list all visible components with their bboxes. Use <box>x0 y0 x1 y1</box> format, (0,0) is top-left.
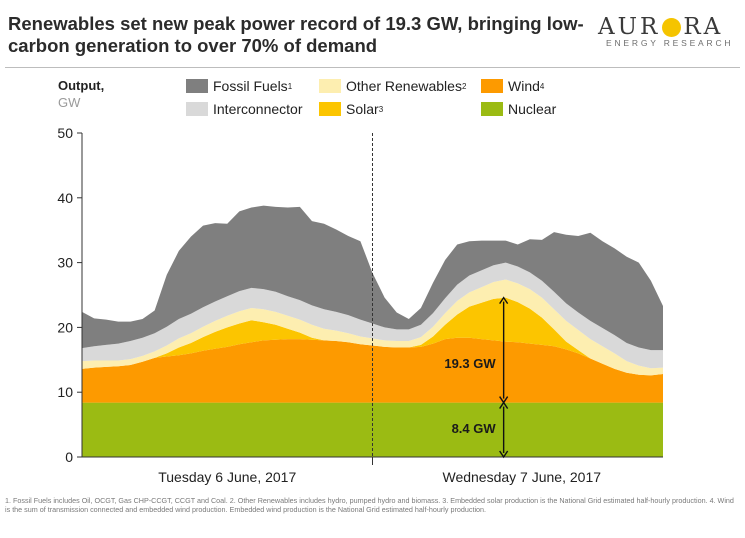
legend-sup: 2 <box>461 81 467 91</box>
legend-sup: 4 <box>539 81 545 91</box>
logo-subtitle: ENERGY RESEARCH <box>606 38 734 48</box>
aurora-logo: AUR RA ENERGY RESEARCH <box>598 14 738 48</box>
annotation-arrowhead-bottom <box>499 450 509 459</box>
y-axis-unit: GW <box>58 95 81 110</box>
logo-text-a: AUR <box>598 14 661 40</box>
legend-swatch-fossil <box>186 79 208 93</box>
x-day-label: Tuesday 6 June, 2017 <box>158 469 296 485</box>
legend-item-wind: Wind 4 <box>481 78 544 94</box>
area-interconnector <box>82 262 663 369</box>
legend-label: Nuclear <box>508 101 557 117</box>
annotation-label: 8.4 GW <box>452 421 497 436</box>
title-divider <box>5 67 740 68</box>
legend-swatch-other <box>319 79 341 93</box>
sun-icon <box>662 17 682 37</box>
y-tick-label: 50 <box>57 125 73 141</box>
legend-label: Fossil Fuels <box>213 78 288 94</box>
legend-label: Interconnector <box>213 101 303 117</box>
chart-title: Renewables set new peak power record of … <box>8 13 584 56</box>
y-tick-label: 30 <box>57 255 73 271</box>
x-day-label: Wednesday 7 June, 2017 <box>442 469 601 485</box>
footnote: 1. Fossil Fuels includes Oil, OCGT, Gas … <box>5 496 734 515</box>
chart-legend: Fossil Fuels 1 Other Renewables 2 Wind 4 In… <box>186 78 606 120</box>
legend-item-solar: Solar 3 <box>319 101 383 117</box>
legend-item-other-renewables: Other Renewables 2 <box>319 78 466 94</box>
legend-label: Solar <box>346 101 379 117</box>
y-tick-label: 40 <box>57 190 73 206</box>
legend-swatch-solar <box>319 102 341 116</box>
y-tick-label: 0 <box>65 449 73 465</box>
area-solar <box>82 297 663 376</box>
legend-swatch-wind <box>481 79 503 93</box>
legend-sup: 3 <box>378 104 384 114</box>
legend-label: Wind <box>508 78 540 94</box>
legend-item-nuclear: Nuclear <box>481 101 556 117</box>
area-fossil-fuels <box>82 205 663 351</box>
logo-wordmark: AUR RA <box>598 14 738 40</box>
legend-swatch-interconnector <box>186 102 208 116</box>
y-axis-label: Output, <box>58 78 105 93</box>
annotation-label: 19.3 GW <box>444 356 496 371</box>
annotation-arrowhead-top <box>499 296 509 304</box>
legend-swatch-nuclear <box>481 102 503 116</box>
logo-text-b: RA <box>683 14 724 40</box>
annotation-arrowhead-top <box>499 401 509 409</box>
legend-sup: 1 <box>287 81 293 91</box>
stacked-area-chart: 0 10 20 30 40 50 Tuesday 6 June, 2017 Wednesday… <box>57 125 663 485</box>
y-tick-label: 10 <box>57 384 73 400</box>
legend-item-fossil-fuels: Fossil Fuels 1 <box>186 78 292 94</box>
legend-label: Other Renewables <box>346 78 462 94</box>
legend-item-interconnector: Interconnector <box>186 101 303 117</box>
y-tick-label: 20 <box>57 319 73 335</box>
